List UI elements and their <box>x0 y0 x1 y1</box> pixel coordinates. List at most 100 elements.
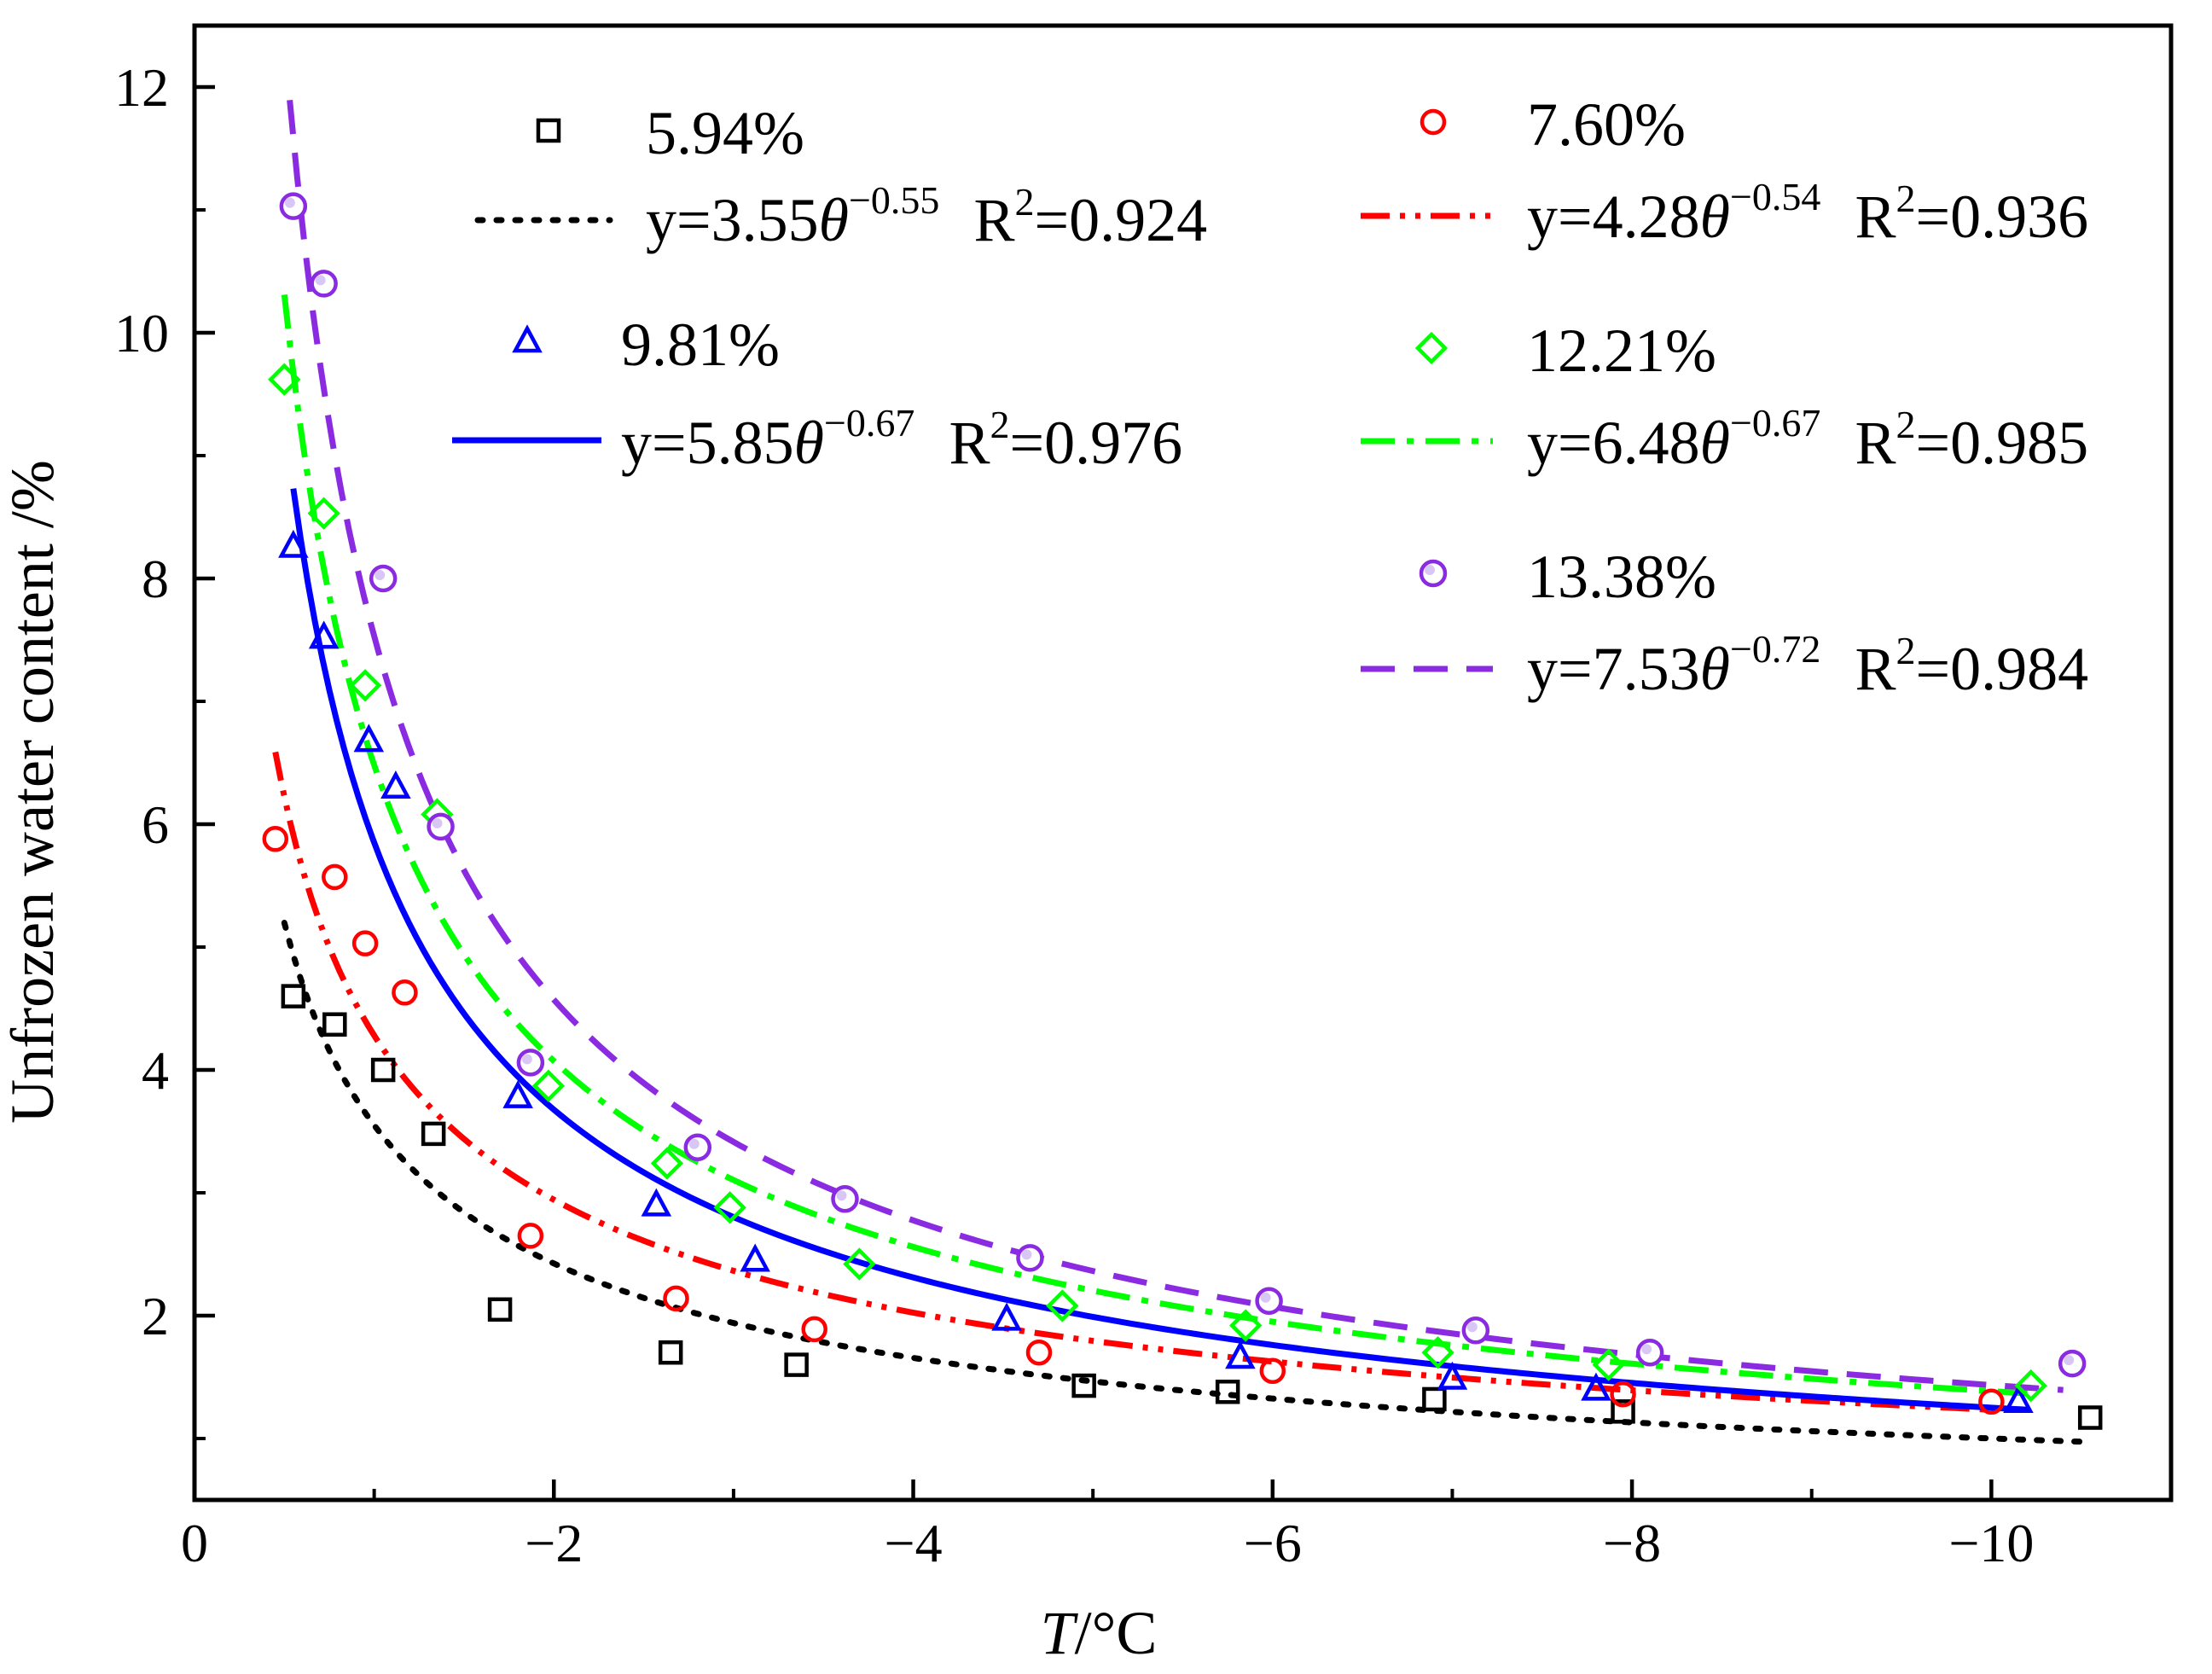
data-point-0-7 <box>1071 1373 1096 1398</box>
data-point-0-9 <box>1422 1386 1447 1412</box>
data-point-2-6 <box>740 1243 770 1272</box>
plot-frame <box>192 23 2174 1503</box>
data-point-0-6 <box>784 1352 809 1377</box>
x-tick-label-5: −10 <box>1948 1513 2034 1573</box>
y-tick-label-0: 2 <box>142 1286 169 1346</box>
legend-label-1: 7.60% <box>1527 90 1686 159</box>
data-point-1-2 <box>351 930 379 956</box>
fit-curve-3 <box>281 294 2028 1397</box>
data-point-4-8 <box>1255 1287 1283 1315</box>
data-point-1-4 <box>517 1223 544 1249</box>
data-point-4-0 <box>279 192 308 220</box>
fit-curve-4 <box>287 99 2064 1393</box>
legend-fit-1: y=4.28θ−0.54 R2=0.936 <box>1527 175 2088 251</box>
legend-marker-2 <box>512 324 543 353</box>
legend: 5.94% y=3.55θ−0.55 R2=0.924 7.60% y=4.28θ−0… <box>452 90 2088 703</box>
x-tick-label-2: −4 <box>884 1513 942 1573</box>
plot-area <box>262 99 2103 1445</box>
data-point-2-7 <box>991 1302 1022 1331</box>
data-point-2-8 <box>1225 1340 1256 1369</box>
data-point-4-4 <box>516 1049 545 1077</box>
y-tick-label-1: 4 <box>142 1040 169 1101</box>
data-point-1-8 <box>1259 1357 1286 1385</box>
data-point-0-11 <box>2077 1405 2103 1430</box>
data-point-0-5 <box>658 1340 683 1365</box>
data-point-0-4 <box>487 1297 513 1322</box>
fit-curve-1 <box>272 751 1992 1413</box>
data-point-3-9 <box>1229 1309 1263 1342</box>
y-tick-label-2: 6 <box>142 794 169 855</box>
x-tick-label-4: −8 <box>1603 1513 1661 1573</box>
legend-marker-3 <box>1414 331 1449 365</box>
legend-fit-2: y=5.85θ−0.67 R2=0.976 <box>621 401 1182 477</box>
data-point-4-11 <box>2058 1349 2087 1378</box>
data-point-3-6 <box>713 1191 746 1224</box>
y-tick-label-3: 8 <box>142 549 169 609</box>
x-axis-label-symbol: T <box>1041 1599 1079 1667</box>
legend-label-4: 13.38% <box>1527 543 1716 611</box>
x-tick-label-1: −2 <box>525 1513 583 1573</box>
legend-fit-3: y=6.48θ−0.67 R2=0.985 <box>1527 401 2088 477</box>
data-point-3-2 <box>348 669 382 702</box>
y-tick-label-4: 10 <box>114 303 169 363</box>
x-axis-label-unit: /°C <box>1075 1599 1158 1667</box>
data-point-1-6 <box>801 1316 827 1343</box>
data-point-1-10 <box>1978 1388 2005 1415</box>
data-point-0-10 <box>1611 1399 1635 1424</box>
data-point-4-1 <box>310 270 338 298</box>
data-point-2-10 <box>1581 1372 1611 1401</box>
data-point-1-0 <box>262 826 289 852</box>
data-point-1-9 <box>1610 1380 1636 1408</box>
legend-marker-4 <box>1419 559 1448 588</box>
x-axis-label: T/°C <box>1041 1599 1158 1667</box>
data-point-4-5 <box>683 1133 712 1161</box>
x-tick-label-3: −6 <box>1244 1513 1302 1573</box>
data-point-2-9 <box>1437 1361 1468 1390</box>
data-point-4-7 <box>1016 1244 1044 1272</box>
legend-label-3: 12.21% <box>1527 317 1716 385</box>
legend-label-2: 9.81% <box>621 311 780 379</box>
data-point-1-1 <box>322 863 348 891</box>
data-point-3-10 <box>1421 1336 1454 1369</box>
legend-entry-0: 5.94% y=3.55θ−0.55 R2=0.924 <box>474 99 1207 254</box>
data-point-2-4 <box>502 1079 533 1108</box>
data-point-3-1 <box>307 497 340 530</box>
legend-marker-0 <box>536 118 561 143</box>
data-point-0-8 <box>1215 1380 1240 1404</box>
data-point-0-0 <box>281 984 306 1008</box>
data-point-0-2 <box>370 1057 396 1083</box>
data-point-3-5 <box>650 1147 684 1180</box>
data-point-2-1 <box>308 620 340 649</box>
x-tick-label-0: 0 <box>181 1513 208 1573</box>
data-point-2-5 <box>641 1188 672 1217</box>
legend-entry-4: 13.38% y=7.53θ−0.72 R2=0.984 <box>1361 543 2088 703</box>
data-point-4-10 <box>1635 1338 1664 1367</box>
data-point-2-3 <box>380 770 411 799</box>
data-point-3-12 <box>2014 1369 2047 1403</box>
data-point-4-6 <box>831 1184 859 1213</box>
data-point-3-11 <box>1592 1348 1625 1381</box>
y-tick-label-5: 12 <box>114 57 169 118</box>
legend-entry-3: 12.21% y=6.48θ−0.67 R2=0.985 <box>1361 317 2088 477</box>
data-point-4-9 <box>1461 1317 1490 1345</box>
data-point-2-0 <box>278 529 309 558</box>
data-point-3-8 <box>1046 1289 1079 1322</box>
data-point-2-2 <box>353 724 385 753</box>
legend-fit-0: y=3.55θ−0.55 R2=0.924 <box>646 178 1207 254</box>
data-point-3-4 <box>531 1069 566 1102</box>
legend-label-0: 5.94% <box>646 99 804 167</box>
data-point-4-2 <box>369 564 398 593</box>
data-point-1-7 <box>1025 1339 1053 1366</box>
fit-curve-0 <box>281 920 2085 1445</box>
data-point-1-5 <box>663 1285 689 1312</box>
fit-curve-2 <box>290 488 2028 1413</box>
data-point-1-3 <box>392 979 418 1006</box>
legend-fit-4: y=7.53θ−0.72 R2=0.984 <box>1527 627 2088 703</box>
data-point-3-0 <box>268 363 301 396</box>
data-point-4-3 <box>427 812 455 841</box>
legend-entry-2: 9.81% y=5.85θ−0.67 R2=0.976 <box>452 311 1182 477</box>
y-axis-label: Unfrozen water content /% <box>0 460 67 1124</box>
legend-marker-1 <box>1420 108 1447 136</box>
axes: 0 −2 −4 −6 −8 −10 2 4 6 8 10 12 <box>114 23 2174 1573</box>
